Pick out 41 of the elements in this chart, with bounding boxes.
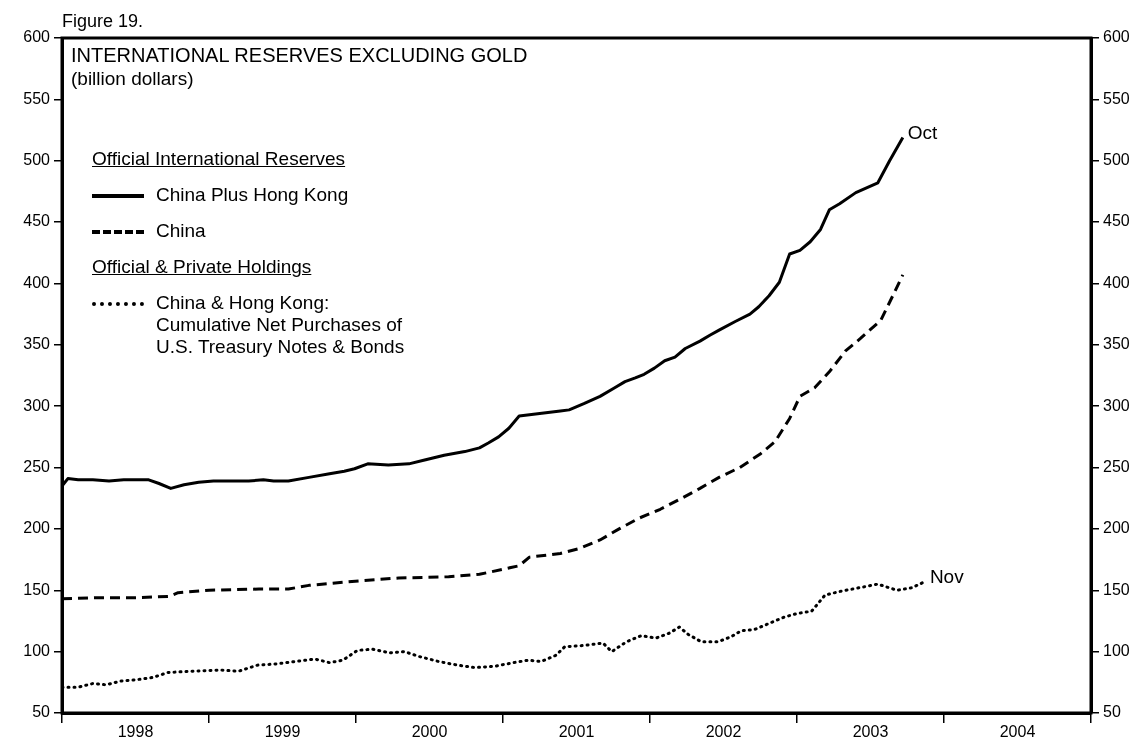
legend-label: China & Hong Kong: Cumulative Net Purchases of U.S. Treasury Notes & Bonds [156,292,405,358]
x-tick-label: 2003 [852,723,889,741]
y-tick-label: 150 [23,580,51,598]
y2-tick-label: 550 [1103,89,1130,107]
y-tick-label: 350 [23,335,51,353]
y2-tick-label: 300 [1103,396,1130,414]
y-tick-label: 600 [23,28,51,46]
x-tick-label: 2002 [705,723,742,741]
y2-tick-label: 200 [1103,519,1130,537]
y-tick-label: 200 [23,519,51,537]
y2-tick-label: 150 [1103,580,1130,598]
legend-label: China Plus Hong Kong [156,184,349,206]
y2-tick-label: 50 [1103,703,1121,721]
annotation: Nov [929,565,965,587]
y2-tick-label: 400 [1103,273,1130,291]
legend-label: China [156,220,206,242]
y2-tick-label: 100 [1103,642,1130,660]
y-tick-label: 300 [23,396,51,414]
y-tick-label: 400 [23,273,51,291]
y-tick-label: 100 [23,642,51,660]
x-tick-label: 2000 [411,723,448,741]
y2-tick-label: 450 [1103,212,1130,230]
y-tick-label: 250 [23,457,51,475]
caption: Figure 19. [62,11,144,32]
y2-tick-label: 250 [1103,457,1130,475]
annotation: Official International Reserves [92,148,347,170]
x-tick-label: 1998 [117,723,154,741]
annotation: Official & Private Holdings [92,256,313,278]
y-tick-label: 500 [23,151,51,169]
x-tick-label: 2004 [999,723,1036,741]
y-tick-label: 450 [23,212,51,230]
y2-tick-label: 600 [1103,28,1130,46]
text: (billion dollars) [71,68,194,90]
annotation: Oct [907,121,939,143]
y-tick-label: 550 [23,89,51,107]
x-tick-label: 2001 [558,723,595,741]
chart-title: INTERNATIONAL RESERVES EXCLUDING GOLD [71,44,528,67]
y2-tick-label: 500 [1103,151,1130,169]
y-tick-label: 50 [32,703,51,721]
x-tick-label: 1999 [264,723,301,741]
y2-tick-label: 350 [1103,335,1130,353]
